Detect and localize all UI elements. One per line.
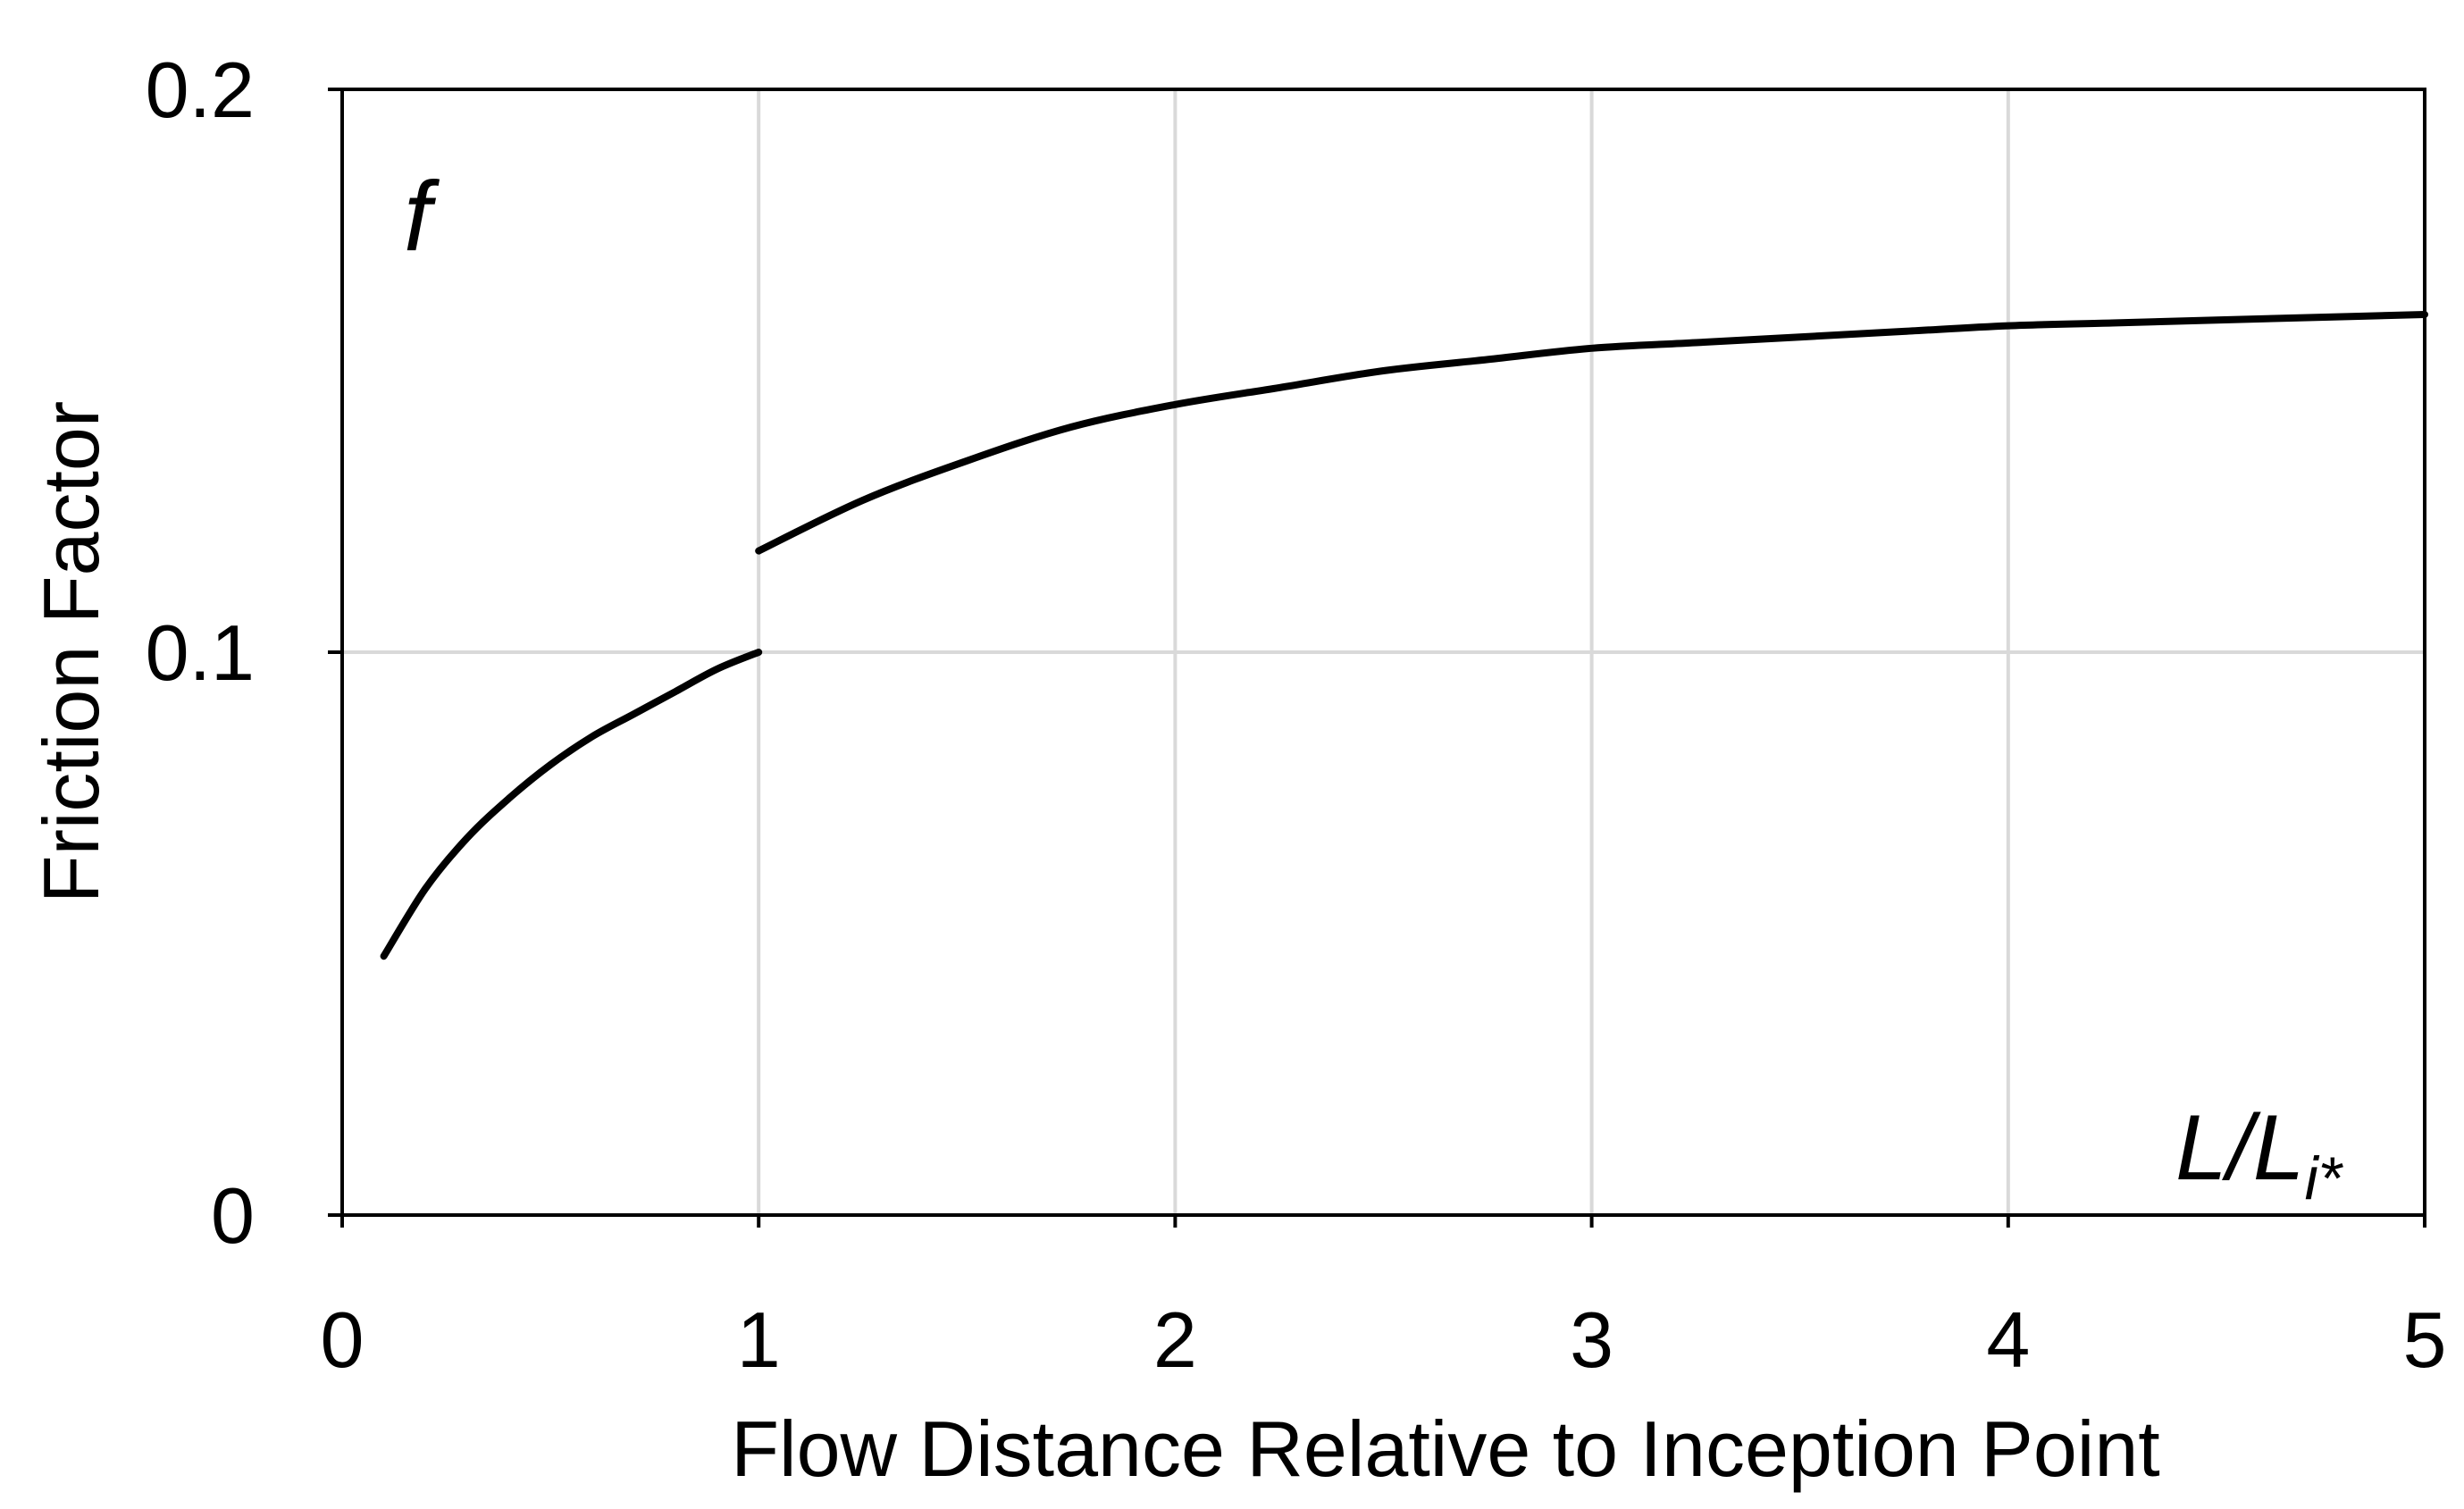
x-tick-label: 5 <box>2403 1295 2447 1384</box>
x-axis-symbol: L/Li* <box>2175 1096 2344 1212</box>
x-tick-label: 1 <box>737 1295 781 1384</box>
x-tick-label: 0 <box>321 1295 365 1384</box>
x-tick-label: 3 <box>1570 1295 1613 1384</box>
x-axis-symbol-subscript: i* <box>2305 1144 2344 1212</box>
x-axis-title: Flow Distance Relative to Inception Poin… <box>731 1404 2159 1493</box>
y-tick-label: 0.1 <box>146 608 255 697</box>
y-axis-title: Friction Factor <box>27 401 115 903</box>
x-axis-symbol-main: L/L <box>2175 1096 2305 1200</box>
gridlines <box>342 89 2425 1215</box>
y-tick-label: 0 <box>211 1171 255 1260</box>
axis-ticks: 0 1 2 3 4 5 0 0.1 0.2 <box>146 46 2447 1384</box>
y-tick-label: 0.2 <box>146 46 255 134</box>
series-line-before-inception <box>380 649 763 960</box>
x-tick-label: 4 <box>1986 1295 2030 1384</box>
series-lines <box>380 311 2428 960</box>
series-line-after-inception <box>755 311 2428 555</box>
x-tick-label: 2 <box>1153 1295 1197 1384</box>
y-axis-symbol-f: f <box>404 162 440 272</box>
